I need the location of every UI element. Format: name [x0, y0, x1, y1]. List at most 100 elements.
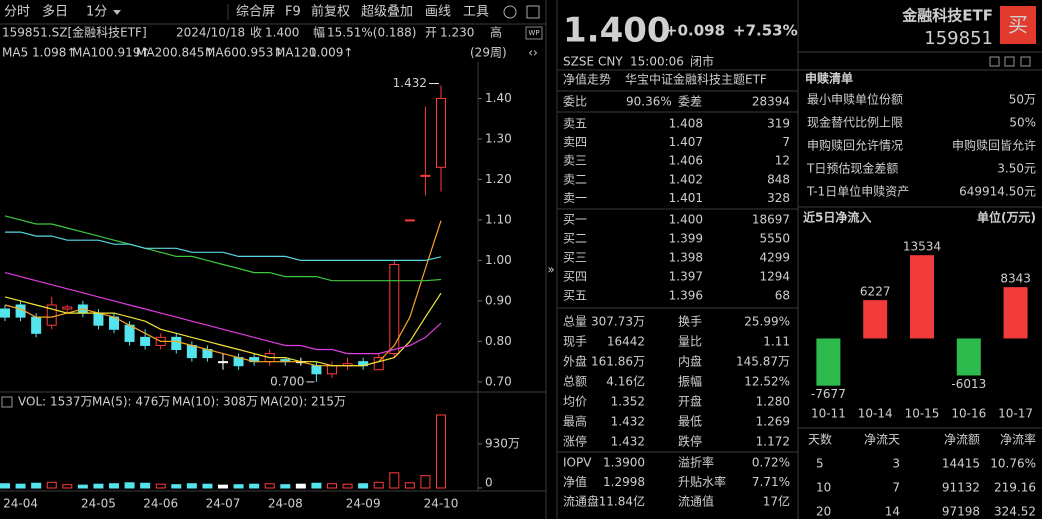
order-volume: 319 [767, 117, 790, 131]
stat-label: 最低 [678, 415, 702, 429]
bar [1003, 287, 1028, 339]
order-volume: 848 [767, 173, 790, 187]
layout-icon[interactable] [526, 5, 540, 19]
ma-line [5, 231, 442, 261]
ma-line [4, 215, 442, 282]
wp-icon[interactable] [525, 26, 543, 40]
volume-bar [109, 483, 119, 489]
creation-value: 50万 [1009, 93, 1036, 107]
stat-label: 最高 [563, 414, 587, 429]
creation-value: 申购赎回皆允许 [952, 138, 1036, 153]
y-tick-label: 930万 [485, 436, 520, 450]
order-price: 1.400 [669, 213, 703, 227]
order-volume: 7 [782, 135, 790, 149]
toolbar-tab[interactable]: 1分 [86, 5, 107, 20]
dropdown-arrow[interactable] [113, 10, 121, 15]
table-cell: 14 [885, 505, 900, 519]
nav-label: 净值 [563, 474, 587, 489]
settings-icon[interactable] [503, 5, 517, 19]
toolbar-button[interactable]: 工具 [463, 5, 489, 20]
x-tick-label: 10-15 [905, 407, 940, 421]
table-cell: 7 [892, 481, 900, 495]
creation-label: T日预估现金差额 [806, 161, 898, 176]
volume-bar [0, 483, 10, 489]
edit-icon[interactable] [1004, 56, 1015, 67]
stat-value: 1.172 [756, 435, 790, 449]
stat-label: 外盘 [563, 354, 587, 369]
table-cell: 14415 [942, 457, 980, 471]
buy-label[interactable]: 买 [1008, 13, 1028, 37]
stat-value: 12.52% [744, 375, 790, 389]
volume-bar [327, 483, 337, 489]
value: 90.36% [626, 95, 672, 109]
candle-body [140, 336, 151, 346]
y-tick-label: 0 [485, 476, 493, 490]
more-icon[interactable] [1020, 56, 1031, 67]
open-label: 开 [425, 26, 437, 40]
volume-bar [311, 482, 322, 489]
period[interactable]: (29周) [470, 46, 507, 60]
collapse-toggle[interactable]: » [547, 263, 554, 277]
nav-label: IOPV [563, 456, 592, 470]
volume-menu-icon[interactable] [1, 396, 13, 408]
chart-title: 近5日净流入 [803, 210, 871, 225]
creation-label: 最小申赎单位份额 [807, 92, 903, 107]
candle-body [389, 263, 400, 355]
tab[interactable]: 华宝中证金融科技主题ETF [625, 72, 767, 87]
low-annotation: 0.700 [270, 374, 304, 388]
tab[interactable]: 净值走势 [563, 72, 611, 87]
x-tick-label: 24-06 [143, 497, 178, 511]
ma-line [4, 272, 442, 355]
y-tick-label: 1.20 [485, 172, 512, 186]
close-label: 收 [250, 26, 262, 40]
toolbar-tab[interactable]: 分时 [4, 5, 30, 20]
stat-value: 25.99% [744, 315, 790, 329]
toolbar-button[interactable]: F9 [285, 5, 301, 20]
range-label: 幅 [313, 25, 325, 40]
toolbar-button[interactable]: 综合屏 [236, 5, 275, 20]
stat-value: 1.269 [756, 415, 790, 429]
volume-bar [155, 483, 166, 489]
security-code: 159851.SZ[金融科技ETF] [2, 25, 147, 40]
ma-legend-value: 0.953↑ [239, 46, 283, 60]
order-level: 卖三 [563, 154, 587, 168]
x-tick-label: 10-11 [811, 407, 846, 421]
order-volume: 12 [775, 154, 790, 168]
wp-icon-label: WP [528, 29, 539, 37]
table-header: 净流天 [864, 433, 900, 447]
stat-label: 量比 [678, 335, 702, 349]
toolbar-button[interactable]: 画线 [425, 5, 451, 20]
stat-label: 换手 [678, 315, 702, 329]
price-change-percent: +7.53% [733, 22, 798, 40]
stat-label: 均价 [563, 395, 587, 409]
creation-label: T-1日单位申赎资产 [806, 184, 909, 199]
toolbar-button[interactable]: 超级叠加 [361, 5, 413, 20]
volume-bar [264, 483, 275, 489]
creation-value: 50% [1009, 116, 1036, 130]
nav-value: 17亿 [763, 494, 790, 509]
stat-label: 总额 [563, 375, 587, 389]
volume-legend: MA(20): 215万 [260, 395, 346, 409]
candle-body [62, 306, 73, 310]
table-cell: 20 [816, 505, 831, 519]
bar [956, 338, 981, 376]
chart-unit: 单位(万元) [977, 210, 1036, 225]
nav-value: 11.84亿 [599, 494, 645, 509]
nav-icon[interactable]: ‹› [528, 46, 538, 60]
stat-label: 跌停 [678, 434, 702, 449]
last-price: 1.400 [563, 11, 671, 51]
order-price: 1.397 [669, 270, 703, 284]
toolbar-button[interactable]: 前复权 [311, 4, 350, 20]
edit-icon[interactable] [989, 56, 1000, 67]
toolbar-tab[interactable]: 多日 [42, 4, 68, 20]
ma-legend-name: MA120 [275, 46, 316, 60]
stat-value: 4.16亿 [606, 374, 645, 389]
stat-value: 1.432 [611, 435, 645, 449]
buy-button[interactable] [1000, 6, 1036, 44]
order-volume: 18697 [752, 213, 790, 227]
bar-label: 13534 [903, 240, 941, 254]
order-price: 1.399 [669, 232, 703, 246]
volume-bar [420, 475, 431, 489]
volume-bar [218, 484, 228, 489]
table-cell: 219.16 [994, 481, 1036, 495]
